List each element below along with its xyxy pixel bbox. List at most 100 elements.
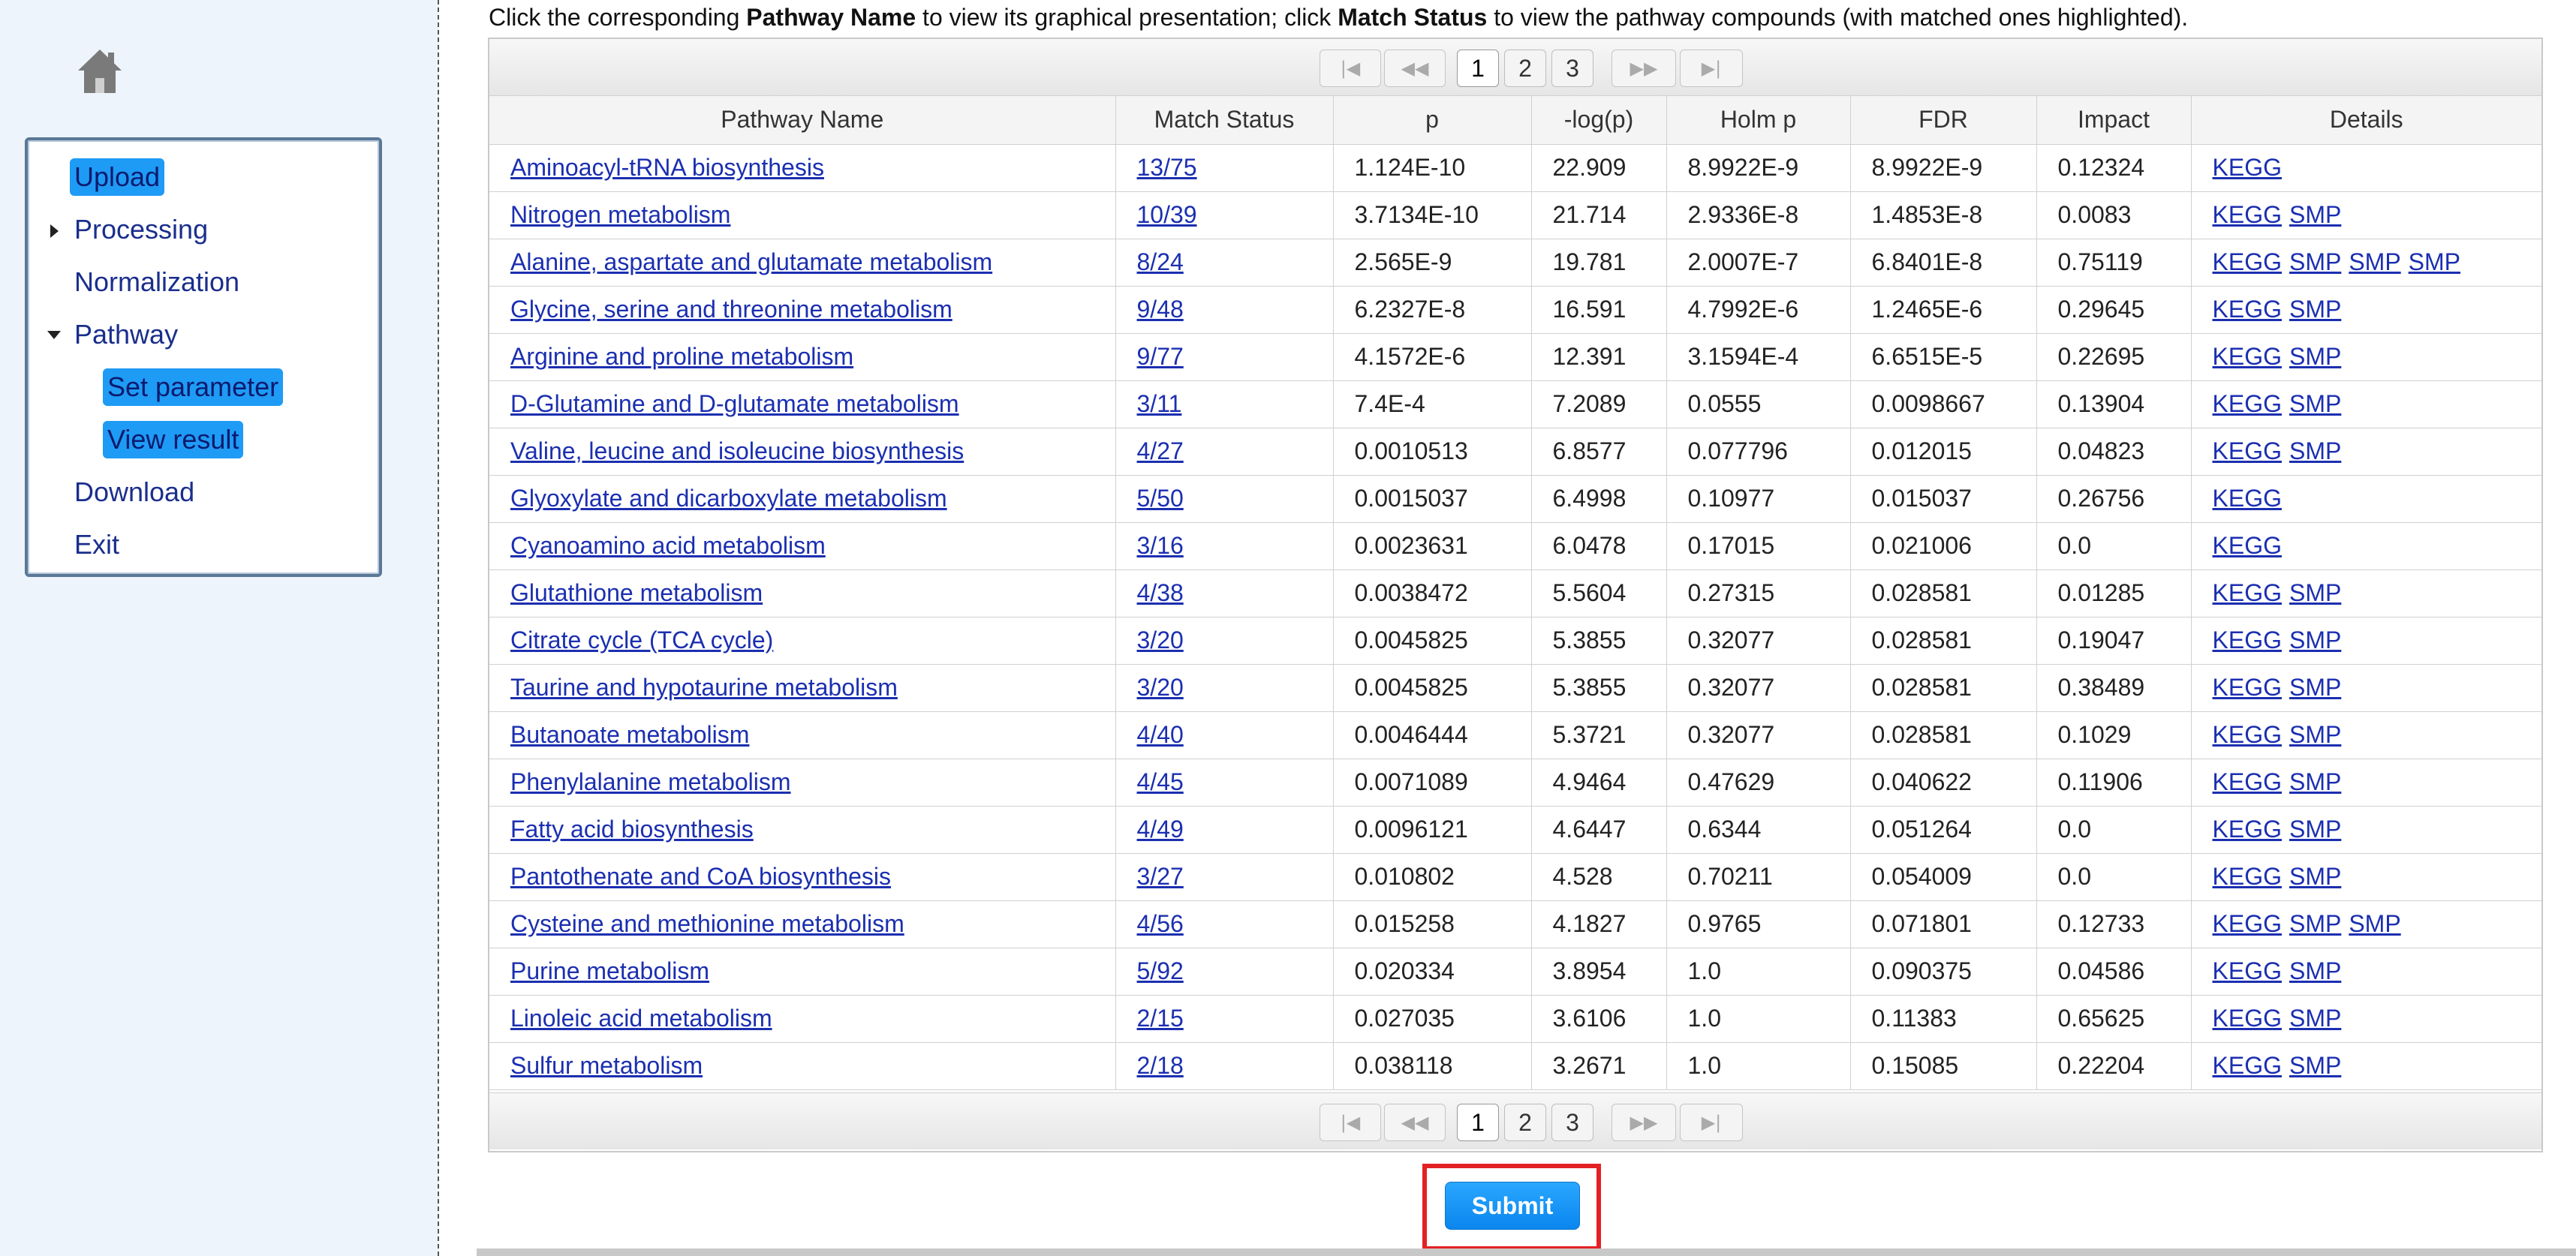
- smp-link[interactable]: SMP: [2289, 768, 2342, 795]
- last-page-icon[interactable]: ▶|: [1680, 1104, 1743, 1141]
- smp-link[interactable]: SMP: [2289, 863, 2342, 890]
- nav-item-normalization[interactable]: Normalization: [74, 266, 240, 297]
- pathway-name-link[interactable]: Fatty acid biosynthesis: [510, 816, 754, 843]
- next-page-icon[interactable]: ▶▶: [1612, 50, 1676, 87]
- smp-link[interactable]: SMP: [2289, 579, 2342, 606]
- smp-link[interactable]: SMP: [2289, 1052, 2342, 1079]
- match-status-link[interactable]: 8/24: [1136, 248, 1184, 275]
- kegg-link[interactable]: KEGG: [2212, 910, 2282, 937]
- smp-link[interactable]: SMP: [2289, 343, 2342, 370]
- column-header[interactable]: Impact: [2036, 96, 2192, 145]
- pathway-name-link[interactable]: D-Glutamine and D-glutamate metabolism: [510, 390, 959, 417]
- kegg-link[interactable]: KEGG: [2212, 721, 2282, 748]
- kegg-link[interactable]: KEGG: [2212, 532, 2282, 559]
- page-1-button[interactable]: 1: [1457, 50, 1499, 87]
- kegg-link[interactable]: KEGG: [2212, 768, 2282, 795]
- match-status-link[interactable]: 3/27: [1136, 863, 1184, 890]
- smp-link[interactable]: SMP: [2349, 248, 2401, 275]
- pathway-name-link[interactable]: Aminoacyl-tRNA biosynthesis: [510, 154, 824, 181]
- smp-link[interactable]: SMP: [2289, 721, 2342, 748]
- column-header[interactable]: Holm p: [1666, 96, 1851, 145]
- match-status-link[interactable]: 3/16: [1136, 532, 1184, 559]
- first-page-icon[interactable]: |◀: [1320, 1104, 1381, 1141]
- pathway-name-link[interactable]: Arginine and proline metabolism: [510, 343, 854, 370]
- smp-link[interactable]: SMP: [2408, 248, 2460, 275]
- collapse-arrow-icon[interactable]: [47, 331, 61, 339]
- page-3-button[interactable]: 3: [1551, 1104, 1593, 1141]
- smp-link[interactable]: SMP: [2349, 910, 2401, 937]
- match-status-link[interactable]: 9/77: [1136, 343, 1184, 370]
- pathway-name-link[interactable]: Glutathione metabolism: [510, 579, 763, 606]
- kegg-link[interactable]: KEGG: [2212, 957, 2282, 984]
- pathway-name-link[interactable]: Taurine and hypotaurine metabolism: [510, 674, 898, 701]
- match-status-link[interactable]: 5/92: [1136, 957, 1184, 984]
- nav-item-set-parameter[interactable]: Set parameter: [103, 368, 284, 406]
- kegg-link[interactable]: KEGG: [2212, 674, 2282, 701]
- match-status-link[interactable]: 4/56: [1136, 910, 1184, 937]
- match-status-link[interactable]: 4/45: [1136, 768, 1184, 795]
- last-page-icon[interactable]: ▶|: [1680, 50, 1743, 87]
- kegg-link[interactable]: KEGG: [2212, 343, 2282, 370]
- kegg-link[interactable]: KEGG: [2212, 154, 2282, 181]
- pathway-name-link[interactable]: Glycine, serine and threonine metabolism: [510, 296, 952, 323]
- kegg-link[interactable]: KEGG: [2212, 248, 2282, 275]
- column-header[interactable]: p: [1333, 96, 1532, 145]
- kegg-link[interactable]: KEGG: [2212, 816, 2282, 843]
- pathway-name-link[interactable]: Phenylalanine metabolism: [510, 768, 791, 795]
- nav-item-download[interactable]: Download: [74, 476, 195, 507]
- match-status-link[interactable]: 4/27: [1136, 437, 1184, 464]
- kegg-link[interactable]: KEGG: [2212, 626, 2282, 654]
- prev-page-icon[interactable]: ◀◀: [1384, 50, 1446, 87]
- smp-link[interactable]: SMP: [2289, 816, 2342, 843]
- match-status-link[interactable]: 3/20: [1136, 674, 1184, 701]
- kegg-link[interactable]: KEGG: [2212, 201, 2282, 228]
- kegg-link[interactable]: KEGG: [2212, 1005, 2282, 1032]
- pathway-name-link[interactable]: Alanine, aspartate and glutamate metabol…: [510, 248, 993, 275]
- nav-item-upload[interactable]: Upload: [70, 158, 165, 196]
- pathway-name-link[interactable]: Linoleic acid metabolism: [510, 1005, 772, 1032]
- page-2-button[interactable]: 2: [1504, 50, 1546, 87]
- column-header[interactable]: Match Status: [1115, 96, 1334, 145]
- smp-link[interactable]: SMP: [2289, 1005, 2342, 1032]
- page-3-button[interactable]: 3: [1551, 50, 1593, 87]
- match-status-link[interactable]: 4/40: [1136, 721, 1184, 748]
- column-header[interactable]: -log(p): [1531, 96, 1667, 145]
- nav-item-view-result[interactable]: View result: [103, 421, 244, 458]
- pathway-name-link[interactable]: Citrate cycle (TCA cycle): [510, 626, 774, 654]
- match-status-link[interactable]: 4/49: [1136, 816, 1184, 843]
- submit-button[interactable]: Submit: [1445, 1182, 1580, 1230]
- page-2-button[interactable]: 2: [1504, 1104, 1546, 1141]
- kegg-link[interactable]: KEGG: [2212, 1052, 2282, 1079]
- smp-link[interactable]: SMP: [2289, 390, 2342, 417]
- nav-item-exit[interactable]: Exit: [74, 529, 120, 560]
- kegg-link[interactable]: KEGG: [2212, 437, 2282, 464]
- first-page-icon[interactable]: |◀: [1320, 50, 1381, 87]
- smp-link[interactable]: SMP: [2289, 248, 2342, 275]
- pathway-name-link[interactable]: Butanoate metabolism: [510, 721, 750, 748]
- kegg-link[interactable]: KEGG: [2212, 863, 2282, 890]
- expand-arrow-icon[interactable]: [50, 224, 59, 238]
- kegg-link[interactable]: KEGG: [2212, 296, 2282, 323]
- match-status-link[interactable]: 13/75: [1136, 154, 1197, 181]
- pathway-name-link[interactable]: Pantothenate and CoA biosynthesis: [510, 863, 892, 890]
- smp-link[interactable]: SMP: [2289, 296, 2342, 323]
- match-status-link[interactable]: 2/15: [1136, 1005, 1184, 1032]
- column-header[interactable]: FDR: [1850, 96, 2037, 145]
- smp-link[interactable]: SMP: [2289, 437, 2342, 464]
- pathway-name-link[interactable]: Nitrogen metabolism: [510, 201, 731, 228]
- smp-link[interactable]: SMP: [2289, 626, 2342, 654]
- match-status-link[interactable]: 9/48: [1136, 296, 1184, 323]
- smp-link[interactable]: SMP: [2289, 910, 2342, 937]
- pathway-name-link[interactable]: Glyoxylate and dicarboxylate metabolism: [510, 485, 947, 512]
- pathway-name-link[interactable]: Cyanoamino acid metabolism: [510, 532, 826, 559]
- kegg-link[interactable]: KEGG: [2212, 579, 2282, 606]
- pathway-name-link[interactable]: Purine metabolism: [510, 957, 709, 984]
- next-page-icon[interactable]: ▶▶: [1612, 1104, 1676, 1141]
- kegg-link[interactable]: KEGG: [2212, 390, 2282, 417]
- pathway-name-link[interactable]: Valine, leucine and isoleucine biosynthe…: [510, 437, 964, 464]
- pathway-name-link[interactable]: Sulfur metabolism: [510, 1052, 703, 1079]
- prev-page-icon[interactable]: ◀◀: [1384, 1104, 1446, 1141]
- page-1-button[interactable]: 1: [1457, 1104, 1499, 1141]
- pathway-name-link[interactable]: Cysteine and methionine metabolism: [510, 910, 904, 937]
- home-icon[interactable]: [75, 47, 125, 96]
